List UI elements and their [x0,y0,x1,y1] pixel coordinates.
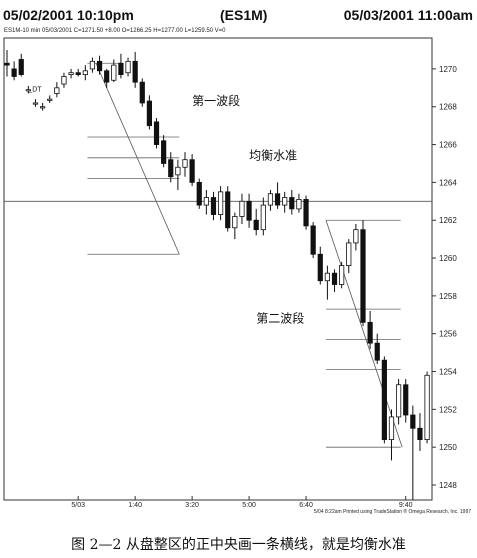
chart-annotation: 第一波段 [192,93,240,108]
candle-body [82,70,88,75]
candle-body [54,87,60,94]
header-right-timestamp: 05/03/2001 11:00am [343,7,473,23]
candle-body [25,89,31,92]
candle-body [182,159,188,168]
candle-body [232,216,238,229]
y-tick-label: 1264 [439,178,457,187]
candle-body [367,321,373,344]
candle-body [417,427,423,441]
candle-body [324,272,331,282]
plot-frame [3,37,433,501]
chart-annotation: _DT [27,87,42,94]
candle-body [96,60,103,72]
candle-body [68,72,74,75]
candle-body [203,197,209,206]
y-tick-label: 1262 [439,216,457,225]
x-tick-label: 5:00 [242,502,256,509]
candle-body [111,64,117,81]
candle-body [310,225,316,255]
candle-body [61,76,67,85]
candle-body [210,197,217,215]
x-tick-label: 1:40 [128,502,142,509]
candle-body [353,229,359,244]
candle-body [161,140,167,164]
candle-body [11,68,17,77]
header-symbol: (ES1M) [220,7,268,23]
candle-body [395,384,402,418]
candle-body [132,60,138,83]
candle-body [104,70,110,83]
candle-body [282,197,288,206]
candle-body [260,204,266,231]
candle-body [168,159,174,178]
candle-body [246,200,252,221]
candle-body [75,72,81,75]
candle-body [239,200,245,217]
figure-caption: 图 2—2 从盘整区的正中央画一条横线，就是均衡水准 [71,537,406,553]
y-tick-label: 1248 [439,481,457,490]
candle-body [118,62,124,75]
y-tick-label: 1252 [439,405,457,414]
y-tick-label: 1266 [439,141,457,150]
candle-body [339,265,345,285]
candle-body [289,197,295,210]
y-tick-label: 1256 [439,330,457,339]
candle-body [217,191,224,215]
x-tick-label: 6:40 [299,502,313,509]
candle-body [189,159,195,183]
candle-body [253,219,259,231]
print-footer: 5/04 8:22am Printed using TradeStation ®… [313,509,471,515]
candle-body [153,121,160,145]
candle-body [403,384,409,416]
candle-body [225,191,231,229]
candle-body [360,229,366,323]
candle-body [175,166,181,176]
x-tick-label: 9:40 [399,502,413,509]
y-tick-label: 1260 [439,254,457,263]
candle-body [274,193,281,206]
candle-body [296,199,302,210]
wave-1-diagonal [95,63,180,255]
candle-body [374,342,380,361]
candle-body [388,416,395,441]
candle-body [32,102,39,105]
candle-body [303,199,309,227]
candle-body [317,253,323,282]
header-left-timestamp: 05/02/2001 10:10pm [3,7,134,23]
candle-body [40,106,46,109]
candlestick-chart: 1270 1268 1266 1264 1262 1260 1258 1256 1254 1252… [3,37,457,509]
candle-body [146,100,152,127]
candle-body [267,193,274,206]
candle-body [381,359,387,441]
candle-body [424,374,430,441]
candle-body [346,242,352,267]
candle-body [89,60,96,70]
candle-body [125,60,131,74]
x-tick-label: 3:20 [185,502,199,509]
candle-body [18,59,24,75]
y-tick-label: 1268 [439,103,457,112]
candle-body [196,181,202,206]
candle-body [139,81,145,104]
y-tick-label: 1250 [439,443,457,452]
y-tick-label: 1254 [439,368,457,377]
x-tick-label: 5/03 [71,502,85,509]
quote-info-line: ES1M-10 min 05/03/2001 C=1271.50 +8.00 O… [4,28,226,34]
candle-body [47,98,53,101]
candle-body [4,62,10,66]
y-tick-label: 1258 [439,292,457,301]
wave-2-diagonal [325,220,403,448]
chart-annotation: 第二波段 [256,310,304,325]
candle-body [410,414,416,429]
candle-body [331,272,338,285]
chart-annotation: 均衡水准 [249,149,297,163]
y-tick-label: 1270 [439,65,457,74]
